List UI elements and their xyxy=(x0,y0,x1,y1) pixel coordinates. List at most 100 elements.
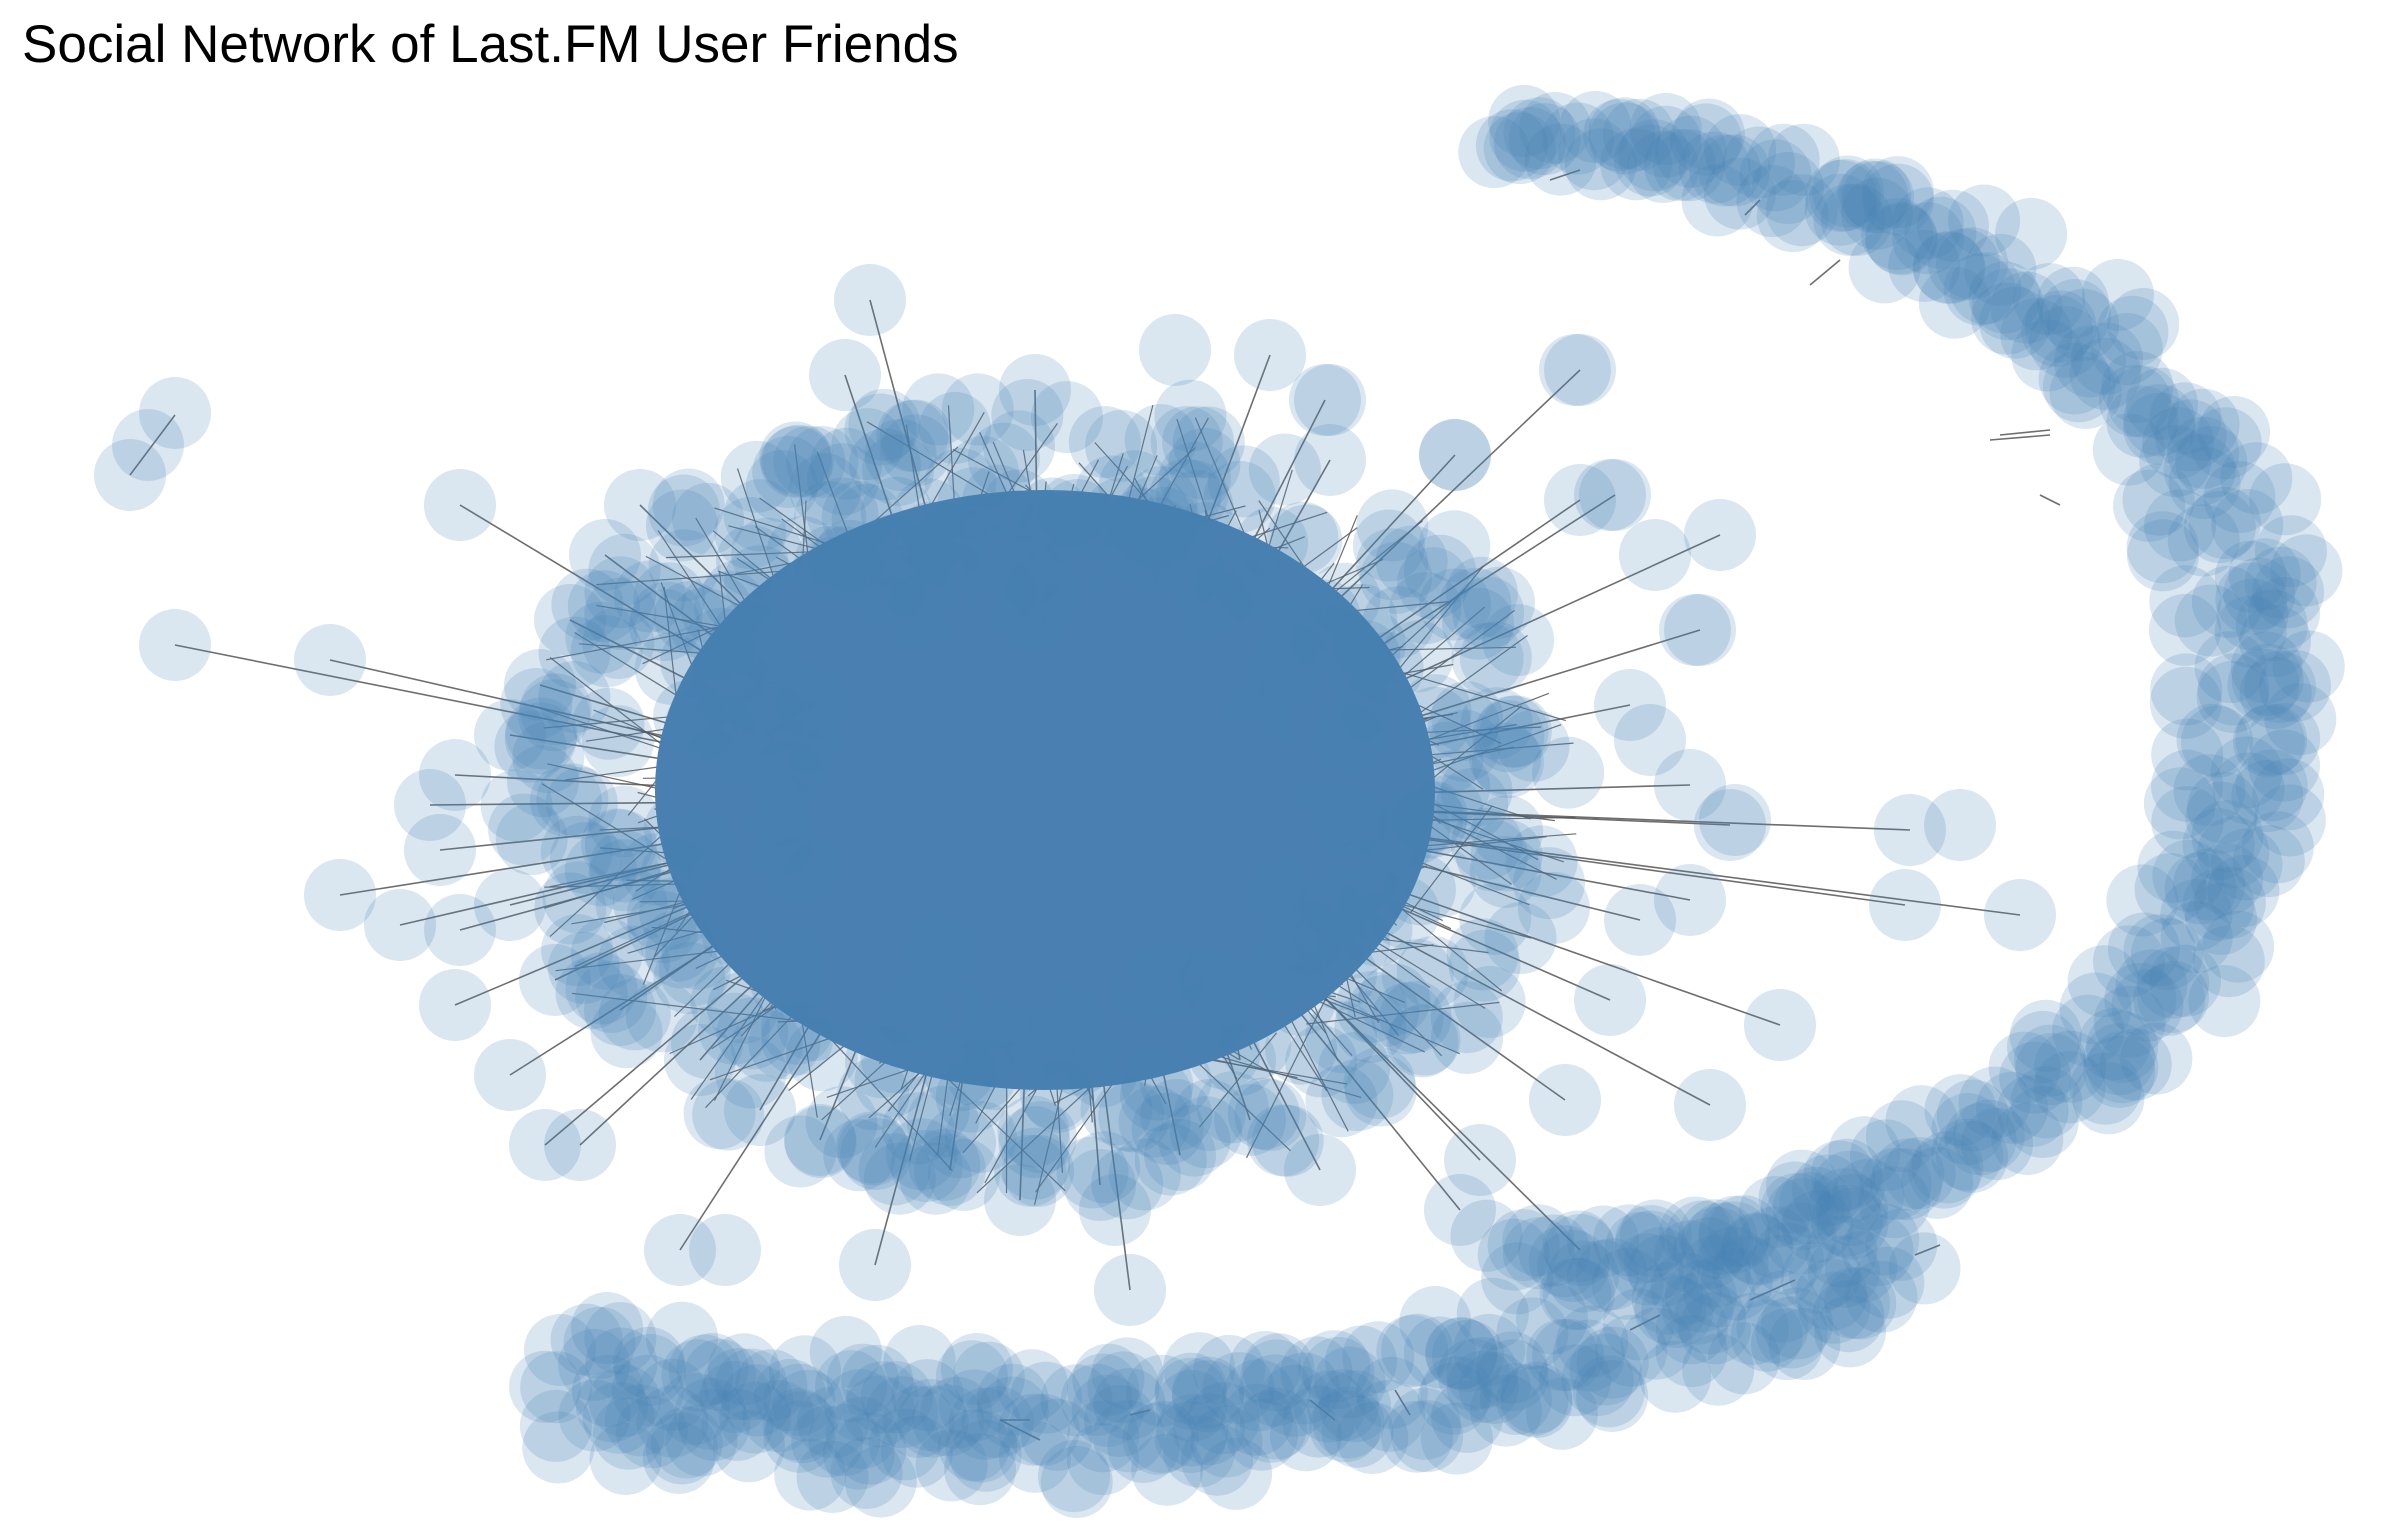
disconnected-node xyxy=(1865,203,1938,276)
cluster-node xyxy=(541,914,614,987)
cluster-node xyxy=(994,1134,1066,1207)
cluster-node xyxy=(1471,795,1544,868)
disconnected-node xyxy=(721,1364,794,1437)
cluster-node xyxy=(1318,906,1391,979)
cluster-node xyxy=(1176,565,1249,638)
cluster-node xyxy=(937,467,1010,540)
disconnected-node xyxy=(765,1391,838,1464)
disconnected-node xyxy=(1190,1405,1263,1478)
disconnected-node xyxy=(2188,487,2261,559)
cluster-node xyxy=(1431,1002,1503,1074)
cluster-node xyxy=(773,425,846,498)
cluster-node xyxy=(1112,949,1185,1022)
disconnected-node xyxy=(1918,266,1991,339)
disconnected-node xyxy=(1542,1210,1615,1283)
cluster-node xyxy=(1430,981,1503,1054)
disconnected-node xyxy=(1576,1326,1649,1399)
disconnected-node xyxy=(1518,1214,1590,1287)
cluster-node xyxy=(1294,904,1367,976)
disconnected-node xyxy=(2115,949,2188,1022)
cluster-node xyxy=(908,1128,981,1201)
cluster-node xyxy=(634,632,707,705)
peripheral-node xyxy=(424,894,496,966)
cluster-node xyxy=(1120,1059,1192,1132)
cluster-node xyxy=(1247,1104,1320,1177)
disconnected-node xyxy=(1841,177,1914,250)
peripheral-node xyxy=(1654,864,1726,936)
disconnected-node xyxy=(1602,98,1675,171)
cluster-node xyxy=(1075,455,1148,528)
cluster-node xyxy=(598,978,671,1051)
disconnected-node xyxy=(1306,1369,1379,1442)
disconnected-node xyxy=(1858,1166,1931,1239)
cluster-node xyxy=(752,436,825,508)
cluster-node xyxy=(1305,938,1377,1011)
disconnected-node xyxy=(1453,1313,1526,1386)
disconnected-node xyxy=(2123,914,2196,987)
disconnected-node xyxy=(1861,163,1934,236)
cluster-node xyxy=(1207,445,1280,518)
disconnected-node xyxy=(684,1339,756,1411)
disconnected-node xyxy=(2150,653,2223,726)
disconnected-node xyxy=(1991,1103,2064,1175)
cluster-node xyxy=(714,497,787,569)
disconnected-node xyxy=(701,1388,774,1461)
cluster-node xyxy=(962,464,1035,537)
peripheral-node xyxy=(1654,749,1726,821)
cluster-node xyxy=(1091,1147,1164,1220)
peripheral-node xyxy=(504,649,576,721)
cluster-node xyxy=(897,617,969,690)
disconnected-node xyxy=(1355,1356,1428,1429)
disconnected-node xyxy=(1988,1031,2061,1104)
disconnected-node xyxy=(1312,1386,1385,1459)
cluster-node xyxy=(1352,509,1425,582)
disconnected-node xyxy=(1516,1282,1588,1355)
disconnected-node xyxy=(642,1421,715,1494)
disconnected-node xyxy=(1627,131,1700,203)
disconnected-node xyxy=(1641,1275,1714,1348)
cluster-node xyxy=(1134,1123,1207,1196)
disconnected-node xyxy=(1999,1041,2072,1114)
disconnected-node xyxy=(1961,1108,2033,1181)
cluster-node xyxy=(1140,609,1213,682)
cluster-node xyxy=(628,589,701,662)
cluster-node xyxy=(668,587,741,660)
disconnected-node xyxy=(1739,1176,1811,1248)
cluster-node xyxy=(965,1004,1038,1077)
cluster-node xyxy=(1299,867,1372,940)
peripheral-node xyxy=(1744,989,1816,1061)
disconnected-node xyxy=(1225,1398,1298,1471)
disconnected-node xyxy=(1904,196,1977,269)
disconnected-node xyxy=(843,1375,915,1448)
disconnected-node xyxy=(1722,1213,1795,1286)
disconnected-node xyxy=(2137,830,2210,903)
cluster-node xyxy=(852,577,925,650)
cluster-node xyxy=(683,694,756,766)
disconnected-node xyxy=(1674,1282,1746,1355)
cluster-node xyxy=(1479,695,1552,768)
disconnected-node xyxy=(2248,703,2321,776)
disconnected-node xyxy=(1811,1184,1883,1257)
cluster-node xyxy=(805,1086,878,1159)
disconnected-node xyxy=(2163,434,2236,507)
arc-edge xyxy=(999,1419,1041,1441)
disconnected-node xyxy=(735,1349,808,1422)
cluster-node xyxy=(1121,1048,1194,1121)
disconnected-node xyxy=(2167,504,2240,577)
cluster-node xyxy=(1257,595,1330,668)
disconnected-node xyxy=(2149,666,2222,739)
disconnected-node xyxy=(509,1350,582,1423)
disconnected-node xyxy=(2053,325,2126,398)
disconnected-node xyxy=(997,1393,1070,1466)
cluster-node xyxy=(641,909,714,982)
disconnected-node xyxy=(1556,1305,1629,1378)
cluster-node xyxy=(1356,489,1429,562)
cluster-node xyxy=(613,560,686,633)
disconnected-node xyxy=(1528,1225,1601,1298)
cluster-node xyxy=(565,952,638,1025)
cluster-node xyxy=(915,978,988,1051)
arc-edge xyxy=(1129,1409,1151,1416)
disconnected-node xyxy=(830,1437,903,1509)
disconnected-node xyxy=(1456,1277,1529,1350)
disconnected-node xyxy=(2107,288,2180,360)
